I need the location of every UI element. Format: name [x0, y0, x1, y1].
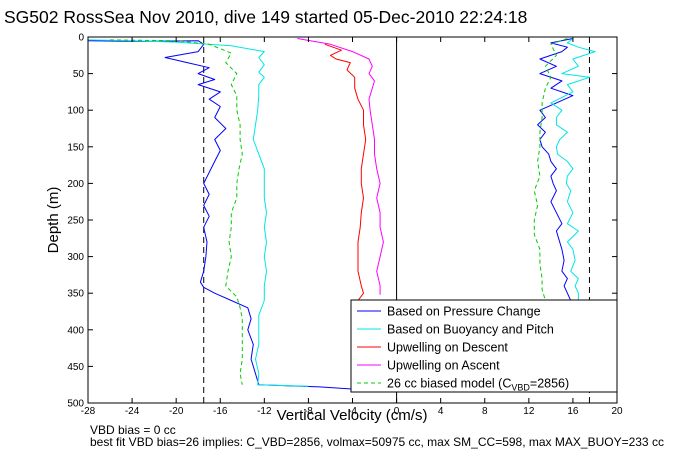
series-right-based-on-pressure-change [537, 38, 574, 301]
x-tick-label: -28 [81, 406, 96, 417]
chart-title: SG502 RossSea Nov 2010, dive 149 started… [4, 7, 527, 27]
x-tick-label: 8 [482, 406, 488, 417]
axis-ticks: -28 -24 -20 -16 -12 -8 -4 0 4 8 12 16 20050100150200… [67, 33, 623, 418]
x-tick-label: -16 [213, 406, 228, 417]
legend-label-based-on-buoyancy-and-pitch: Based on Buoyancy and Pitch [387, 323, 554, 337]
y-tick-label: 50 [73, 69, 85, 80]
x-tick-label: -12 [257, 406, 272, 417]
data-series [87, 38, 596, 391]
x-tick-label: 0 [394, 406, 400, 417]
y-tick-label: 450 [67, 362, 84, 373]
series-right-26-cc-biased-model-c-vbd-2856 [533, 38, 568, 301]
x-tick-label: 4 [438, 406, 444, 417]
legend-box [350, 299, 618, 393]
note-vbd-bias: VBD bias = 0 cc [90, 423, 176, 437]
y-tick-label: 400 [67, 325, 84, 336]
series-upwelling-on-descent [324, 43, 367, 301]
legend-label-main: 26 cc biased model (C [387, 377, 511, 391]
x-axis-label: Vertical Velocity (cm/s) [277, 407, 428, 424]
x-tick-label: 12 [523, 406, 535, 417]
y-tick-label: 500 [67, 399, 84, 410]
series-upwelling-on-ascent [297, 38, 384, 295]
y-tick-label: 200 [67, 179, 84, 190]
y-tick-label: 350 [67, 289, 84, 300]
legend-label-upwelling-on-descent: Upwelling on Descent [387, 341, 508, 355]
x-tick-label: -8 [304, 406, 313, 417]
x-tick-label: 16 [567, 406, 579, 417]
y-axis-label: Depth (m) [45, 187, 62, 254]
series-based-on-buoyancy-and-pitch [87, 39, 309, 387]
x-tick-label: -4 [348, 406, 357, 417]
legend-label-tail: =2856) [530, 377, 569, 391]
series-right-based-on-buoyancy-and-pitch [550, 38, 596, 301]
legend-label-based-on-pressure-change: Based on Pressure Change [387, 305, 541, 319]
y-tick-label: 150 [67, 142, 84, 153]
y-tick-label: 100 [67, 106, 84, 117]
legend-label-subscript: VBD [511, 383, 530, 393]
legend-label-upwelling-on-ascent: Upwelling on Ascent [387, 359, 500, 373]
x-tick-label: 20 [611, 406, 623, 417]
series-26-cc-biased-model-c-vbd-2856 [109, 39, 243, 385]
x-tick-label: -20 [169, 406, 184, 417]
y-tick-label: 300 [67, 252, 84, 263]
y-tick-label: 250 [67, 216, 84, 227]
x-tick-label: -24 [125, 406, 140, 417]
series-based-on-pressure-change [87, 40, 364, 391]
y-tick-label: 0 [78, 33, 84, 44]
legend-label-26-cc-biased-model-c-vbd-2856: 26 cc biased model (CVBD=2856) [387, 377, 569, 393]
note-best-fit: best fit VBD bias=26 implies: C_VBD=2856… [90, 435, 664, 449]
legend: Based on Pressure Change Based on Buoyanc… [350, 299, 618, 393]
